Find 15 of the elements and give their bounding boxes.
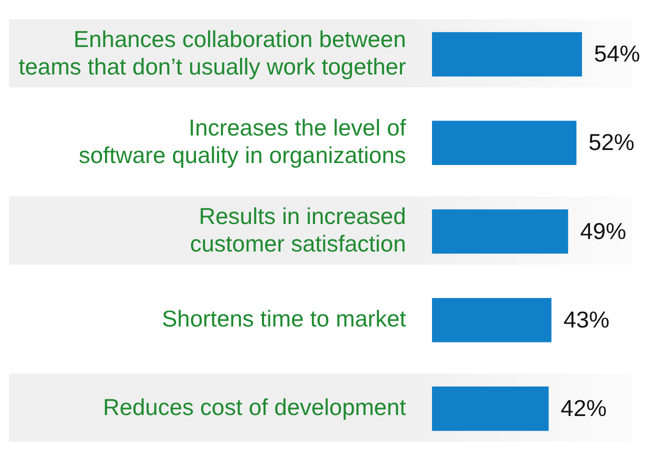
bar	[432, 32, 582, 76]
bar	[432, 386, 549, 431]
bar	[432, 209, 568, 254]
data-label: 52%	[588, 129, 634, 156]
y-tick-label: Increases the level of software quality in organizations	[78, 114, 407, 168]
y-tick-label: Enhances collaboration between teams that don’t usually work together	[18, 26, 406, 80]
data-label: 42%	[560, 395, 607, 422]
data-label: 54%	[594, 40, 640, 67]
data-label: 49%	[580, 218, 626, 244]
y-tick-label: Reduces cost of development	[102, 394, 407, 420]
y-tick-label: Shortens time to market	[162, 305, 407, 332]
bar	[432, 120, 576, 166]
bar	[432, 298, 552, 342]
y-tick-label: Results in increased customer satisfaction	[190, 203, 406, 257]
data-label: 43%	[563, 306, 610, 332]
